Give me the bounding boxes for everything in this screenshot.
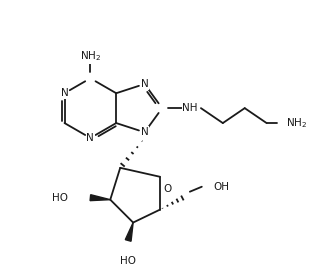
Text: NH$_2$: NH$_2$	[80, 49, 101, 63]
Text: HO: HO	[52, 193, 69, 203]
Polygon shape	[90, 195, 110, 201]
Text: NH: NH	[182, 103, 198, 113]
Text: O: O	[164, 184, 172, 194]
Text: N: N	[141, 127, 148, 137]
Text: N: N	[141, 79, 148, 89]
Text: HO: HO	[120, 256, 136, 266]
Polygon shape	[125, 222, 133, 241]
Text: NH$_2$: NH$_2$	[287, 116, 308, 130]
Text: N: N	[87, 133, 94, 143]
Text: OH: OH	[214, 182, 230, 192]
Text: N: N	[61, 88, 68, 98]
